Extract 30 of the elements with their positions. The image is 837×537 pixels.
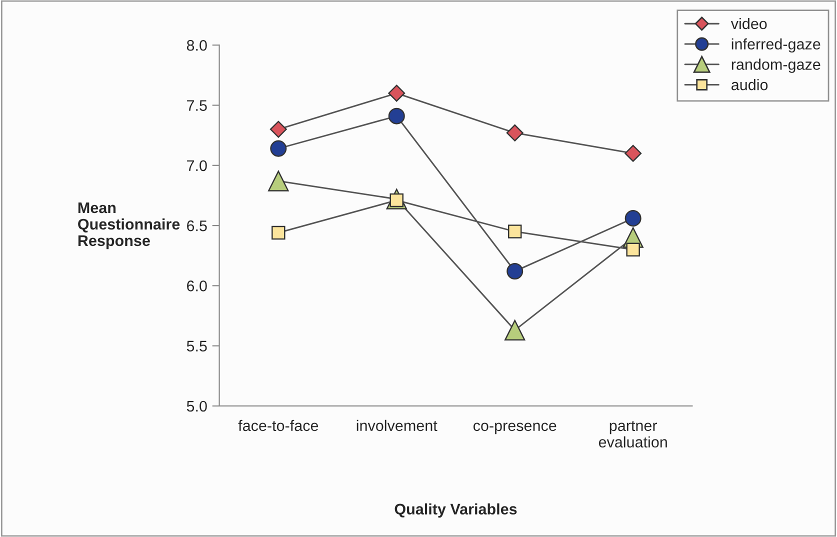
- x-tick-label: face-to-face: [238, 420, 318, 432]
- x-tick-label: co-presence: [473, 422, 556, 434]
- point: [624, 210, 642, 227]
- point: [624, 144, 642, 162]
- point: [268, 170, 289, 192]
- y-tick-label: 7.5: [187, 100, 207, 111]
- point: [272, 226, 286, 240]
- x-tick-label: involvement: [356, 420, 438, 432]
- point: [388, 108, 405, 124]
- point: [508, 224, 522, 238]
- point: [626, 242, 640, 256]
- y-tick-label: 7.0: [187, 160, 207, 172]
- y-tick-label: 6.5: [187, 220, 207, 232]
- y-tick-label: 8.0: [186, 40, 207, 51]
- point: [506, 124, 524, 142]
- legend-label: video: [730, 18, 767, 30]
- y-axis-title: Mean Questionnaire Response: [78, 202, 180, 250]
- point: [506, 262, 524, 280]
- y-tick-label: 6.0: [187, 280, 207, 292]
- point: [388, 84, 406, 102]
- point: [270, 120, 287, 138]
- point: [270, 140, 287, 157]
- legend-label: audio: [732, 79, 768, 90]
- point: [504, 320, 526, 341]
- y-tick-label: 5.0: [186, 400, 207, 412]
- y-tick-label: 5.5: [186, 340, 207, 352]
- x-tick-label: partner evaluation: [598, 421, 667, 448]
- x-axis-title: Quality Variables: [394, 503, 517, 518]
- legend-label: inferred-gaze: [732, 38, 820, 53]
- legend-label: random-gaze: [732, 58, 820, 73]
